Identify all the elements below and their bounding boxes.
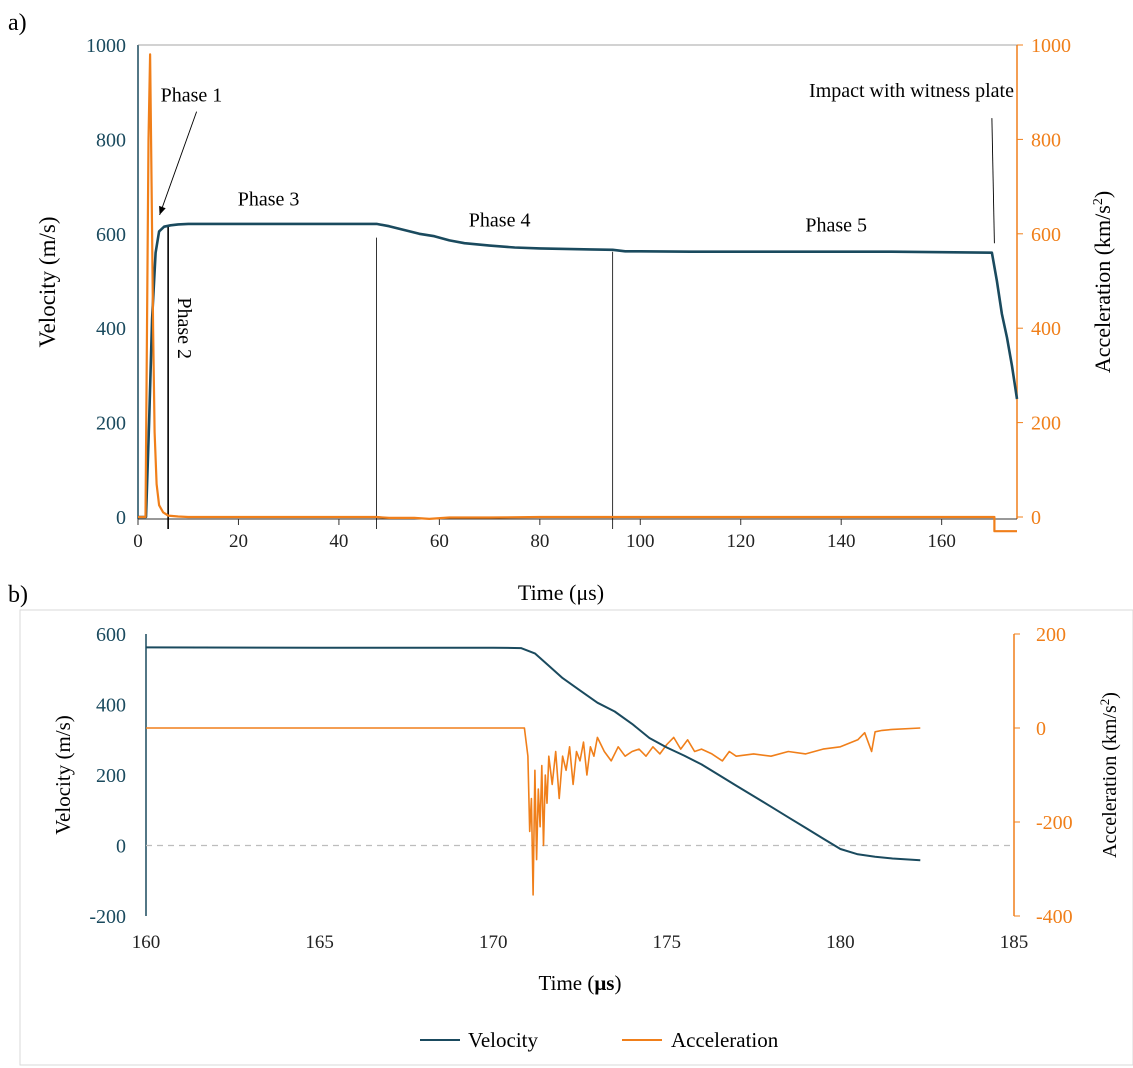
panel-a-x-tick-label: 140: [827, 531, 856, 552]
panel-b-x-tick-label: 180: [826, 932, 855, 953]
panel-a-annotation-phase3: Phase 3: [238, 188, 300, 210]
panel-b-right-y-axis-label-sup: 2: [1097, 699, 1112, 706]
panel-b-right-tick-label: 200: [1036, 624, 1066, 646]
panel-a-right-tick-label: 1000: [1031, 35, 1071, 57]
panel-b-x-tick-label: 175: [653, 932, 682, 953]
legend: Velocity Acceleration: [420, 1028, 779, 1052]
panel-a-left-tick-label: 800: [96, 129, 126, 151]
panel-a-right-tick-label: 200: [1031, 413, 1061, 435]
panel-a-annotation-phase4: Phase 4: [469, 210, 531, 232]
panel-b-right-tick-label: -400: [1036, 906, 1073, 928]
panel-b-right-y-axis-label-main: Acceleration (km/s: [1099, 705, 1121, 858]
panel-a-x-tick-label: 100: [626, 531, 655, 552]
panel-a-annotation-phase1: Phase 1: [161, 85, 223, 107]
panel-a-right-y-axis-label: Acceleration (km/s2): [1090, 191, 1115, 373]
panel-a-left-y-axis-label: Velocity (m/s): [35, 217, 60, 348]
panel-b: b) 160 165 170 175 180 185 -200 0 200 400 600 -400 -…: [8, 582, 1133, 1066]
panel-b-left-tick-label: -200: [89, 906, 126, 928]
panel-b-left-tick-label: 400: [96, 695, 126, 717]
panel-b-axes: 160 165 170 175 180 185 -200 0 200 400 600 -400 -200…: [89, 624, 1072, 953]
panel-b-x-tick-label: 185: [1000, 932, 1029, 953]
panel-b-velocity-line: [145, 646, 921, 862]
panel-a-right-y-axis-label-tail: ): [1090, 191, 1115, 198]
panel-a-right-y-axis-label-sup: 2: [1091, 198, 1106, 205]
legend-velocity-label: Velocity: [468, 1028, 538, 1052]
panel-a-x-tick-label: 80: [530, 531, 549, 552]
panel-a: a) 0 20 40 60 80 100 120 140 1600200400600800100…: [8, 10, 1115, 605]
panel-a-annotation-impact: Impact with witness plate: [809, 80, 1014, 102]
panel-a-annotation-arrow: [159, 111, 198, 216]
panel-a-x-tick-label: 20: [229, 531, 248, 552]
panel-b-series: [145, 646, 921, 896]
panel-b-x-axis-label-main: Time (: [539, 971, 595, 995]
panel-a-left-tick-label: 600: [96, 224, 126, 246]
panel-a-right-tick-label: 0: [1031, 507, 1041, 529]
panel-b-x-axis-label-tail: ): [614, 971, 621, 995]
panel-a-acceleration-line: [138, 53, 1017, 533]
panel-b-right-y-axis-label: Acceleration (km/s2): [1097, 692, 1121, 858]
panel-a-annotation-phase2: Phase 2: [173, 297, 195, 359]
panel-a-annotation-arrowhead: [159, 205, 166, 215]
panel-b-label: b): [8, 582, 28, 608]
panel-a-x-tick-label: 40: [329, 531, 348, 552]
panel-a-x-axis-label: Time (μs): [518, 580, 604, 605]
panel-a-x-tick-label: 160: [927, 531, 956, 552]
panel-a-x-tick-label: 60: [430, 531, 449, 552]
panel-a-x-tick-label: 0: [133, 531, 143, 552]
legend-acceleration-label: Acceleration: [671, 1028, 779, 1052]
panel-a-velocity-line: [138, 222, 1019, 519]
panel-a-left-tick-label: 1000: [86, 35, 126, 57]
panel-a-left-tick-label: 0: [116, 507, 126, 529]
panel-a-left-tick-label: 400: [96, 318, 126, 340]
panel-a-right-tick-label: 800: [1031, 129, 1061, 151]
panel-a-annotation-arrow: [991, 118, 995, 244]
panel-b-x-axis-label: Time (μs): [539, 971, 622, 995]
panel-a-label: a): [8, 10, 27, 36]
panel-b-x-tick-label: 165: [305, 932, 334, 953]
panel-a-left-tick-label: 200: [96, 413, 126, 435]
panel-b-right-tick-label: 0: [1036, 718, 1046, 740]
panel-b-right-tick-label: -200: [1036, 812, 1073, 834]
panel-a-series: [138, 53, 1019, 533]
panel-b-left-tick-label: 600: [96, 624, 126, 646]
panel-a-annotations: Phase 1 Phase 2 Phase 3 Phase 4 Phase 5 Impac…: [159, 80, 1014, 359]
panel-a-x-tick-label: 120: [726, 531, 755, 552]
panel-b-acceleration-line: [146, 727, 921, 896]
panel-a-phase-lines: [167, 225, 614, 529]
panel-b-left-tick-label: 0: [116, 836, 126, 858]
panel-a-annotation-phase5: Phase 5: [805, 214, 867, 236]
panel-b-right-y-axis-label-tail: ): [1099, 692, 1121, 699]
panel-a-right-y-axis-label-main: Acceleration (km/s: [1090, 205, 1115, 373]
panel-b-x-tick-label: 170: [479, 932, 508, 953]
panel-b-left-y-axis-label: Velocity (m/s): [51, 715, 75, 835]
panel-b-x-tick-label: 160: [132, 932, 161, 953]
panel-b-frame: [19, 609, 1133, 1066]
panel-a-right-tick-label: 600: [1031, 224, 1061, 246]
panel-b-left-tick-label: 200: [96, 765, 126, 787]
panel-a-axes: 0 20 40 60 80 100 120 140 160 0 200 400 600 800 1000 0 2…: [86, 35, 1071, 552]
panel-a-right-tick-label: 400: [1031, 318, 1061, 340]
panel-b-x-axis-label-unit: μs: [594, 971, 614, 995]
